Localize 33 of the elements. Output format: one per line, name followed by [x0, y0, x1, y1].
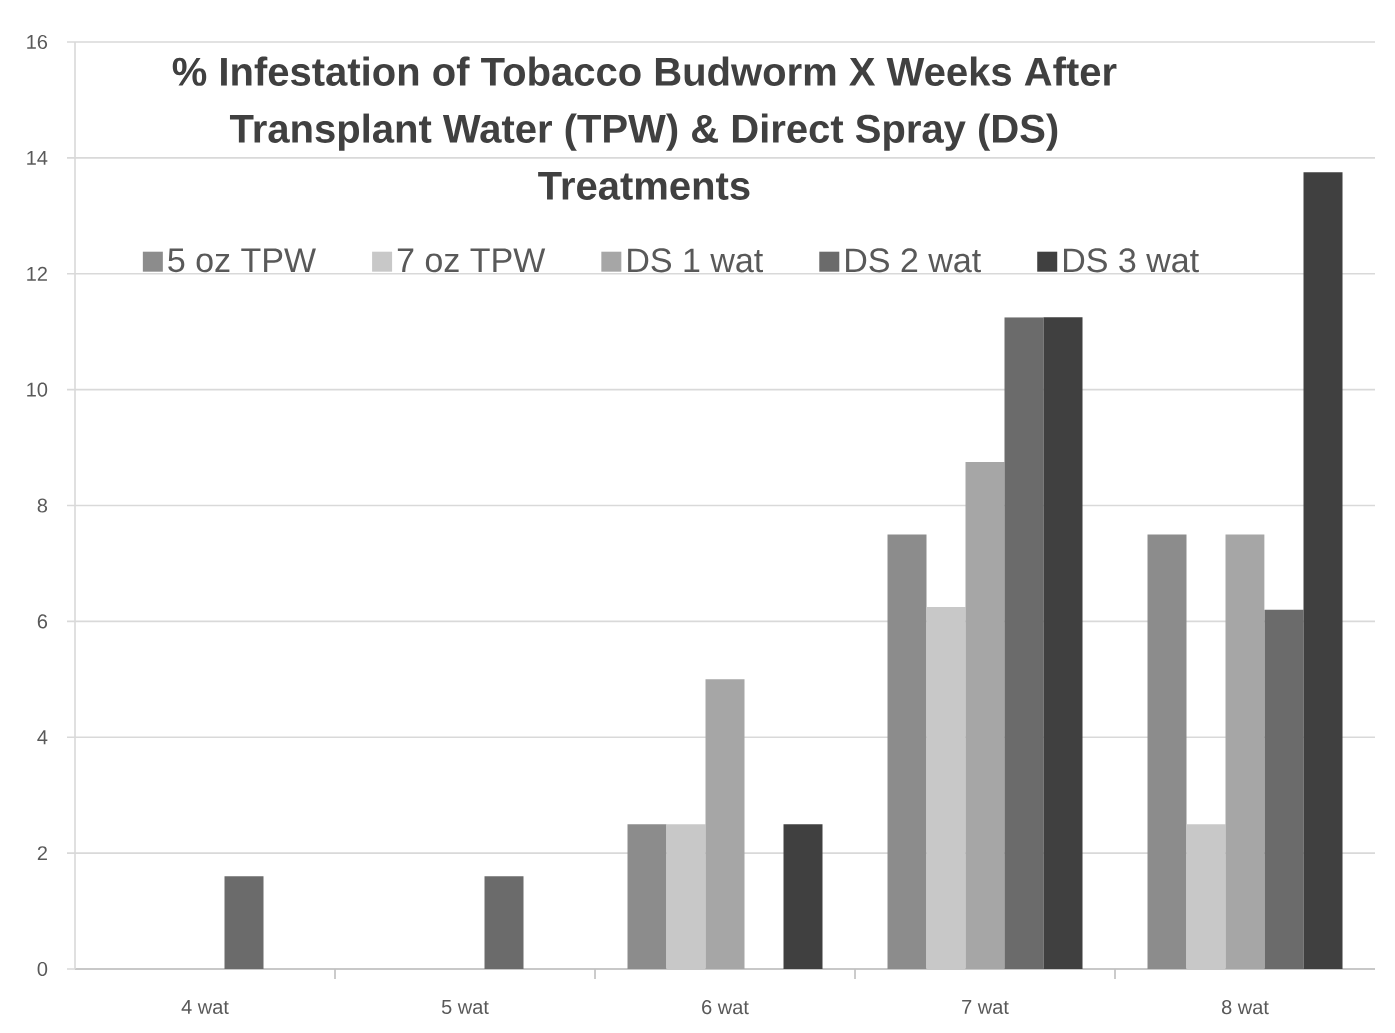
legend-label: DS 1 wat: [628, 248, 763, 273]
y-tick-label: 10: [27, 382, 48, 397]
y-tick-label: 16: [27, 34, 48, 50]
legend-label: 5 oz TPW: [168, 248, 316, 273]
legend-label: 7 oz TPW: [397, 248, 546, 273]
x-tick-label: 5 wat: [441, 1000, 489, 1015]
y-tick-label: 12: [27, 266, 47, 281]
bar: [224, 876, 264, 969]
bar: [705, 679, 745, 969]
y-tick-label: 2: [37, 846, 47, 861]
text: % Infestation of Tobacco Budworm X Weeks After Transplant Water (TPW) & Direct Spray (DS) Treatments: [172, 56, 1117, 200]
bar: [783, 824, 823, 969]
legend-label: DS 2 wat: [846, 248, 981, 273]
bar: [1004, 317, 1044, 969]
bar: [1225, 534, 1265, 969]
y-tick-label: 6: [37, 614, 48, 629]
x-tick-label: 6 wat: [702, 1000, 749, 1015]
bar: [627, 824, 667, 969]
x-tick-label: 4 wat: [181, 1000, 229, 1015]
x-tick-label: 8 wat: [1221, 1000, 1269, 1015]
bar: [484, 876, 524, 969]
legend-label: DS 3 wat: [1064, 248, 1199, 273]
bar: [1303, 172, 1343, 969]
y-tick-label: 14: [27, 150, 48, 165]
y-tick-label: 4: [37, 730, 48, 745]
y-tick-label: 0: [37, 961, 48, 977]
bar: [1264, 609, 1304, 969]
bar: [887, 534, 927, 969]
bar: [1147, 534, 1187, 969]
bar: [1043, 317, 1083, 969]
y-tick-label: 8: [37, 498, 48, 513]
x-tick-label: 7 wat: [962, 1000, 1009, 1015]
bar: [965, 462, 1005, 969]
